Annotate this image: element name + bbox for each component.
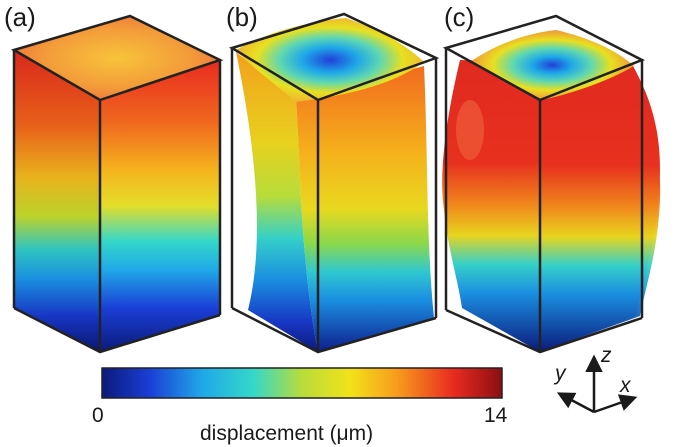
colorbar-gradient <box>101 367 503 399</box>
panel-a: (a) <box>4 2 224 354</box>
panel-b-wireframe <box>228 12 440 354</box>
colorbar-title: displacement (μm) <box>200 422 373 445</box>
panel-a-front-face <box>14 50 100 352</box>
panel-a-label: (a) <box>4 2 36 32</box>
panel-b-top-face <box>236 18 424 102</box>
panel-c-side-face <box>540 64 661 352</box>
colorbar-max-label: 14 <box>484 404 508 427</box>
x-axis-arrow <box>593 394 638 414</box>
panel-c-label: (c) <box>444 2 474 32</box>
y-axis-arrow <box>556 392 595 414</box>
panel-a-wireframe <box>10 14 224 354</box>
panel-b: (b) <box>226 2 440 354</box>
panel-a-side-face <box>100 60 220 352</box>
z-axis-label: z <box>600 344 612 367</box>
colorbar: 0 displacement (μm) 14 <box>92 367 508 445</box>
panel-c-bulge-highlight <box>456 100 484 160</box>
panel-c-top-face <box>470 30 634 100</box>
x-axis-label: x <box>619 374 632 397</box>
panel-b-front-face <box>236 52 318 352</box>
colorbar-min-label: 0 <box>92 404 104 427</box>
axis-triad: z x y <box>553 344 638 414</box>
y-axis-label: y <box>553 362 567 385</box>
panel-b-label: (b) <box>226 2 258 32</box>
panel-c-wireframe <box>442 14 646 354</box>
panel-b-side-face <box>296 66 434 352</box>
panel-c: (c) <box>442 2 661 354</box>
